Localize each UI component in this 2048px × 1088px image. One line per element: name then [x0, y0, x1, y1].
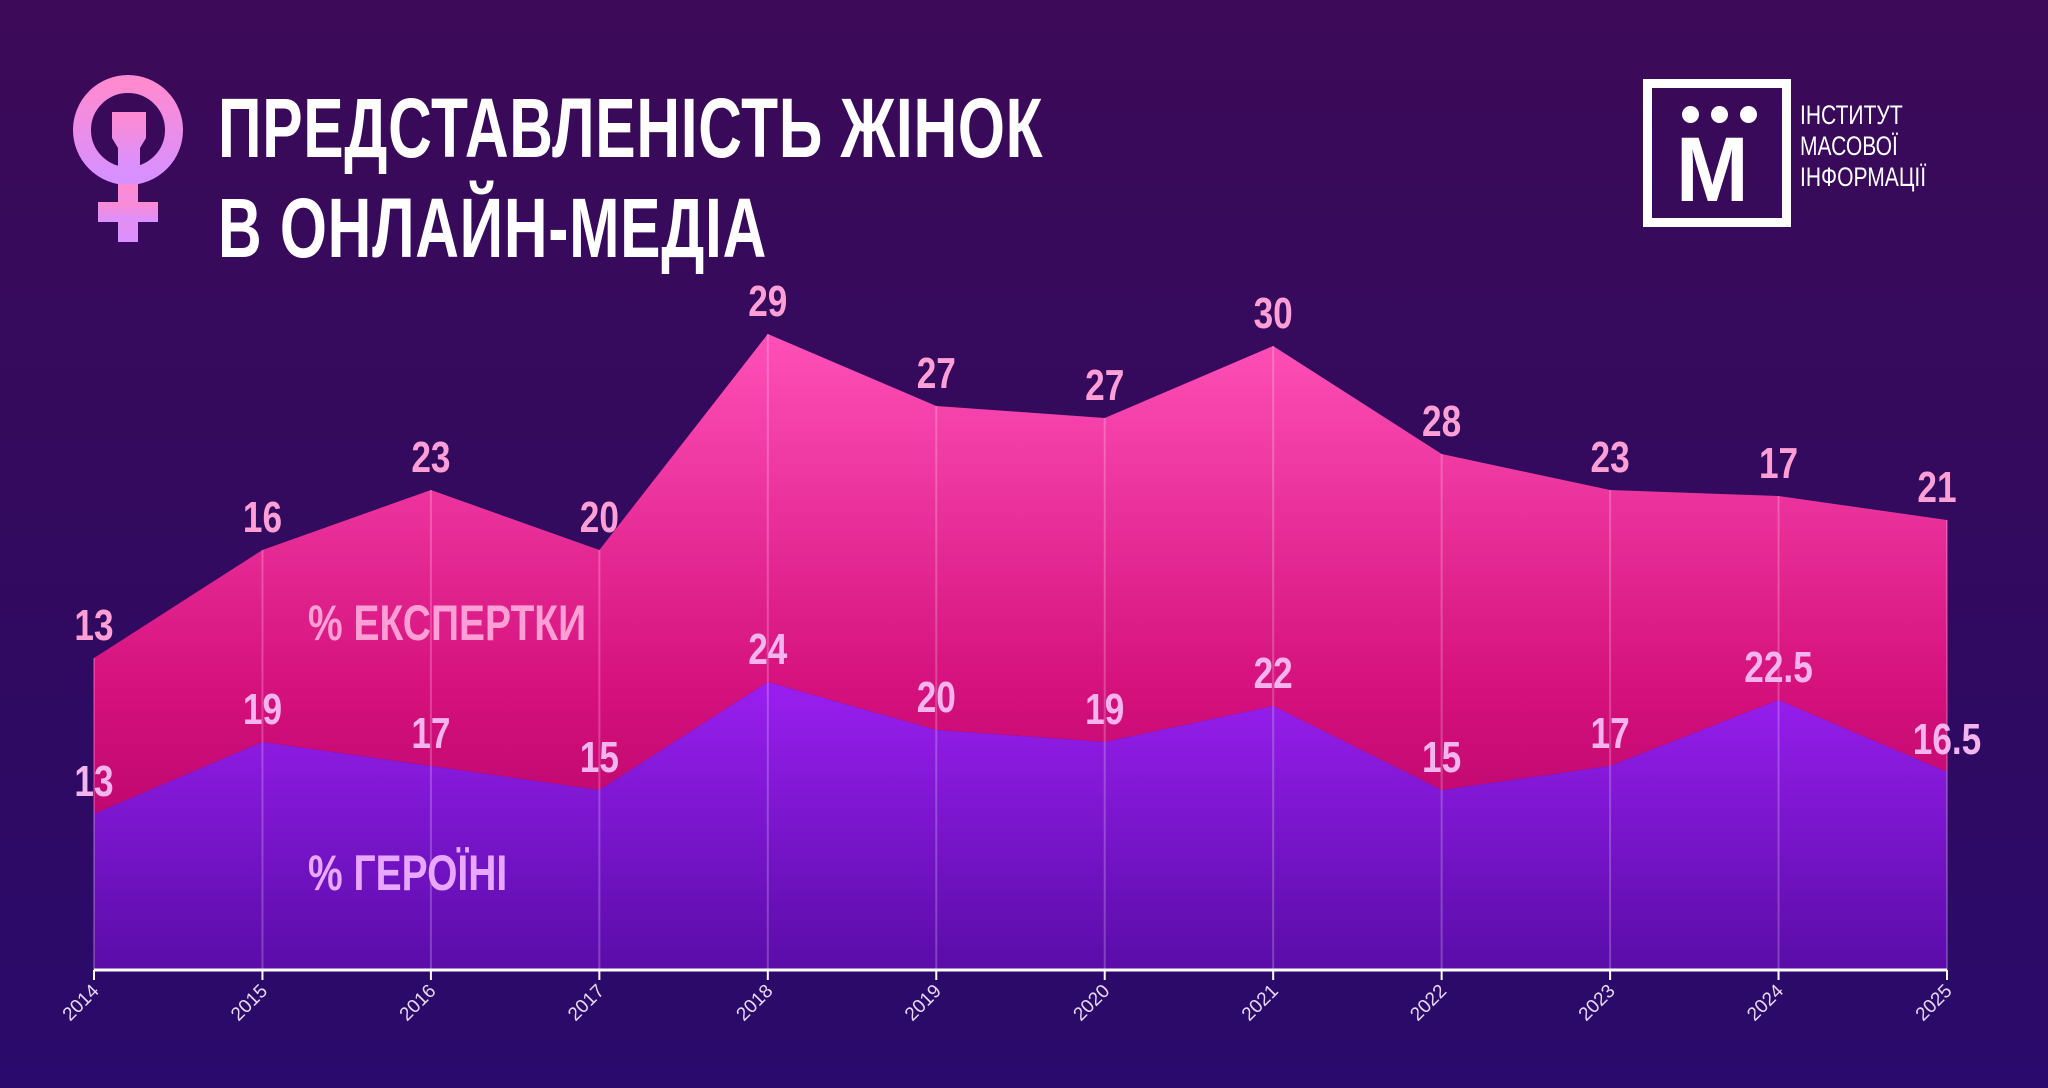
heroines-data-label: 17	[1591, 709, 1630, 758]
x-tick-label: 2019	[901, 981, 946, 1026]
x-tick-label: 2022	[1406, 981, 1451, 1026]
experts-data-label: 30	[1254, 289, 1293, 338]
experts-data-label: 27	[1085, 361, 1124, 410]
experts-data-label: 23	[411, 433, 450, 482]
x-tick-label: 2023	[1575, 981, 1620, 1026]
x-tick-label: 2014	[59, 980, 104, 1025]
title-line-1: ПРЕДСТАВЛЕНІСТЬ ЖІНОК	[218, 81, 1044, 175]
heroines-data-label: 24	[748, 625, 787, 674]
heroines-data-label: 19	[243, 685, 282, 734]
legend-experts: % ЕКСПЕРТКИ	[308, 594, 586, 651]
venus-fist-icon	[73, 75, 183, 242]
experts-data-label: 29	[748, 277, 787, 326]
experts-data-label: 21	[1917, 463, 1956, 512]
heroines-data-label: 19	[1085, 685, 1124, 734]
heroines-data-label: 13	[74, 757, 113, 806]
experts-data-label: 20	[580, 493, 619, 542]
x-tick-label: 2018	[733, 981, 778, 1026]
heroines-data-label: 22.5	[1744, 643, 1812, 692]
heroines-data-label: 15	[580, 733, 619, 782]
experts-data-label: 17	[1759, 439, 1798, 488]
logo-line-1: ІНСТИТУТ	[1800, 100, 1903, 130]
heroines-data-label: 22	[1254, 649, 1293, 698]
heroines-data-label: 20	[917, 673, 956, 722]
legend-heroines: % ГЕРОЇНІ	[308, 844, 507, 901]
heroines-data-label: 16.5	[1913, 715, 1981, 764]
page-title: ПРЕДСТАВЛЕНІСТЬ ЖІНОК В ОНЛАЙН-МЕДІА	[218, 78, 1043, 278]
imi-logo: М	[1643, 79, 1791, 227]
x-tick-label: 2025	[1912, 981, 1957, 1026]
experts-data-label: 27	[917, 349, 956, 398]
logo-dots	[1682, 106, 1757, 123]
heroines-data-label: 15	[1422, 733, 1461, 782]
heroines-data-label: 17	[411, 709, 450, 758]
series-heroines-area	[94, 682, 1947, 970]
experts-data-label: 28	[1422, 397, 1461, 446]
x-tick-label: 2024	[1743, 980, 1788, 1025]
x-tick-label: 2021	[1238, 981, 1283, 1026]
logo-line-2: МАСОВОЇ	[1800, 131, 1898, 161]
x-tick-label: 2020	[1070, 981, 1115, 1026]
logo-text: ІНСТИТУТ МАСОВОЇ ІНФОРМАЦІЇ	[1800, 100, 1926, 193]
title-line-2: В ОНЛАЙН-МЕДІА	[218, 181, 767, 275]
x-tick-label: 2015	[227, 981, 272, 1026]
x-tick-label: 2016	[396, 981, 441, 1026]
series-experts-area	[94, 334, 1947, 814]
logo-letter: М	[1675, 119, 1749, 221]
experts-data-label: 13	[74, 601, 113, 650]
experts-data-label: 23	[1591, 433, 1630, 482]
logo-line-3: ІНФОРМАЦІЇ	[1800, 162, 1927, 192]
x-tick-label: 2017	[564, 981, 609, 1026]
experts-data-label: 16	[243, 493, 282, 542]
